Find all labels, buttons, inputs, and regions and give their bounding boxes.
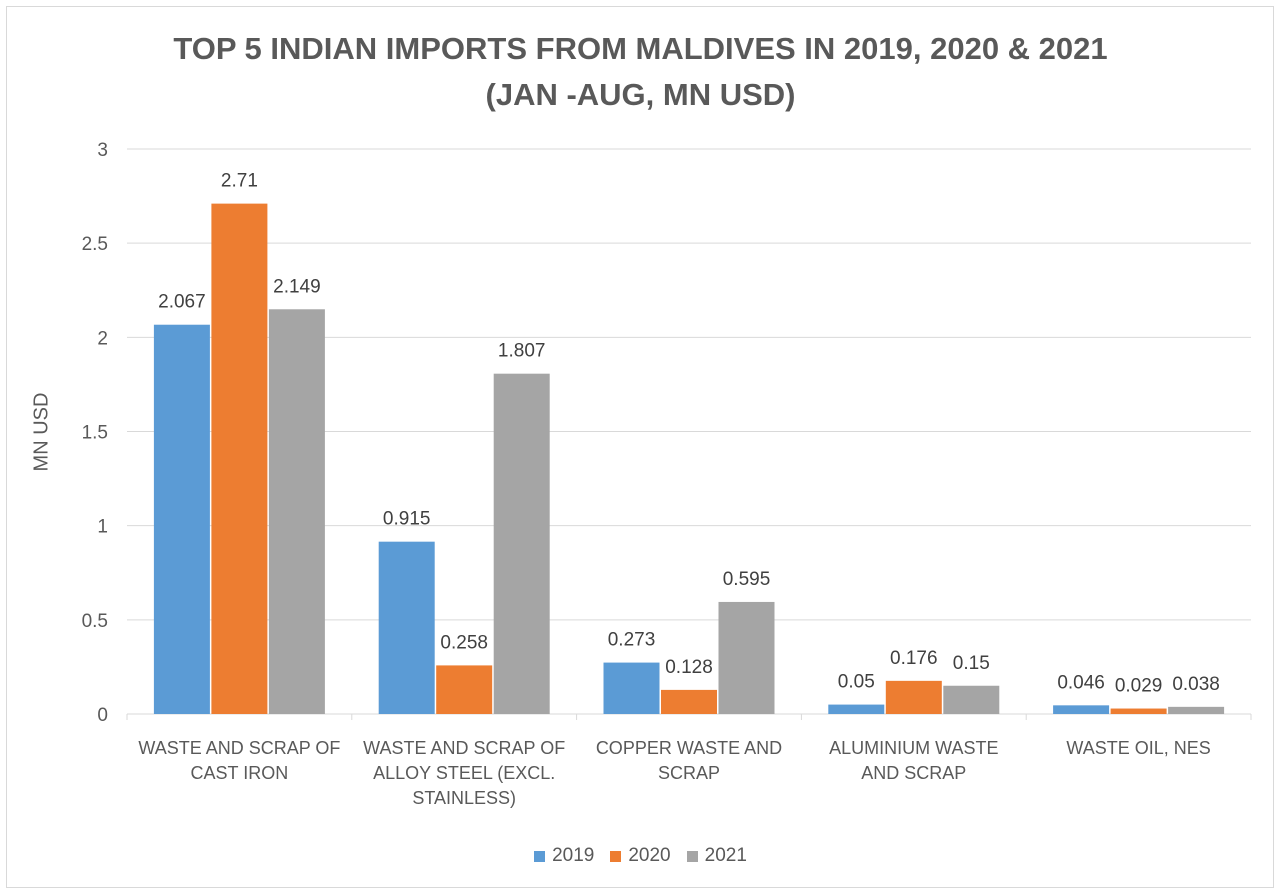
data-label: 0.258 [440,632,488,653]
bar-2021 [268,309,325,714]
data-label: 2.067 [158,292,206,313]
x-tick-label: AND SCRAP [861,763,966,783]
data-label: 0.038 [1172,674,1220,695]
y-tick-label: 0.5 [82,611,108,632]
x-tick-label: COPPER WASTE AND [596,738,782,758]
bar-2019 [603,662,660,714]
chart-title-line-2: (JAN -AUG, MN USD) [485,77,796,112]
legend-label: 2021 [704,845,747,866]
bar-2021 [718,601,775,714]
legend-swatch [686,850,698,862]
data-label: 0.046 [1057,672,1105,693]
data-label: 0.05 [838,672,875,693]
legend-swatch [610,850,622,862]
bar-2019 [378,541,435,714]
data-label: 0.595 [723,569,771,590]
legend-item-2019: 2019 [534,845,594,867]
bar-2019 [828,704,885,714]
legend-item-2021: 2021 [686,845,747,867]
y-tick-label: 2.5 [82,234,108,255]
data-label: 0.15 [953,653,990,674]
bar-2020 [1110,708,1167,714]
y-tick-label: 3 [97,140,108,161]
data-label: 0.029 [1115,676,1163,697]
bar-2019 [153,324,210,714]
chart-title-line-1: TOP 5 INDIAN IMPORTS FROM MALDIVES IN 20… [173,31,1108,66]
y-tick-label: 1.5 [82,423,108,444]
bar-2020 [436,665,493,714]
x-tick-label: CAST IRON [191,763,289,783]
y-tick-label: 1 [97,517,108,538]
data-label: 0.176 [890,648,938,669]
bar-2021 [493,373,550,714]
bar-2020 [661,689,717,714]
data-label: 1.807 [498,341,546,362]
bar-2020 [211,203,268,714]
x-tick-label: WASTE OIL, NES [1066,738,1210,758]
legend-label: 2020 [628,845,671,866]
y-tick-label: 2 [97,328,108,349]
x-tick-label: ALLOY STEEL (EXCL. [373,763,555,783]
data-label: 0.915 [383,509,431,530]
data-label: 2.149 [273,276,321,297]
legend-item-2020: 2020 [610,845,671,867]
data-label: 2.71 [221,171,258,192]
legend-swatch [534,850,546,862]
chart-title: TOP 5 INDIAN IMPORTS FROM MALDIVES IN 20… [0,26,1281,118]
bar-2020 [885,680,942,714]
bar-2021 [1168,706,1225,714]
legend-label: 2019 [552,845,595,866]
data-label: 0.128 [665,657,713,678]
x-tick-label: WASTE AND SCRAP OF [363,738,565,758]
x-tick-label: STAINLESS) [412,788,516,808]
y-tick-label: 0 [97,705,108,726]
bar-2021 [943,685,1000,714]
bar-2019 [1053,705,1110,714]
legend: 2019 2020 2021 [0,845,1281,868]
x-tick-label: WASTE AND SCRAP OF [138,738,340,758]
x-tick-label: ALUMINIUM WASTE [829,738,998,758]
data-label: 0.273 [608,630,656,651]
x-tick-label: SCRAP [658,763,720,783]
